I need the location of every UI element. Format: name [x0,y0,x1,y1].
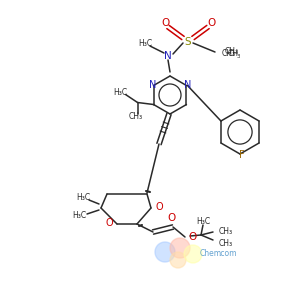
Circle shape [170,252,186,268]
Text: H₃C: H₃C [113,88,128,97]
Text: CH: CH [228,50,239,58]
Text: CH₃: CH₃ [225,47,239,56]
Text: O: O [207,18,215,28]
Text: O: O [161,18,169,28]
Text: H₃C: H₃C [196,218,210,226]
Circle shape [184,245,202,263]
Text: 3: 3 [237,55,241,59]
Text: S: S [185,37,191,47]
Text: H₃C: H₃C [138,40,152,49]
Text: .com: .com [218,248,236,257]
Text: CH₃: CH₃ [219,238,233,247]
Circle shape [155,242,175,262]
Text: O: O [155,202,163,212]
Text: N: N [184,80,191,89]
Text: Chem: Chem [200,248,222,257]
Circle shape [170,238,190,258]
Text: H₃C: H₃C [72,212,86,220]
Text: F: F [239,150,245,160]
Text: CH₃: CH₃ [222,50,236,58]
Text: O: O [105,218,113,228]
Text: N: N [164,51,172,61]
Text: N: N [149,80,156,89]
Text: O: O [188,232,196,242]
Text: CH₃: CH₃ [219,226,233,236]
Text: O: O [167,213,175,223]
Text: CH₃: CH₃ [128,112,142,121]
Text: H₃C: H₃C [76,194,90,202]
